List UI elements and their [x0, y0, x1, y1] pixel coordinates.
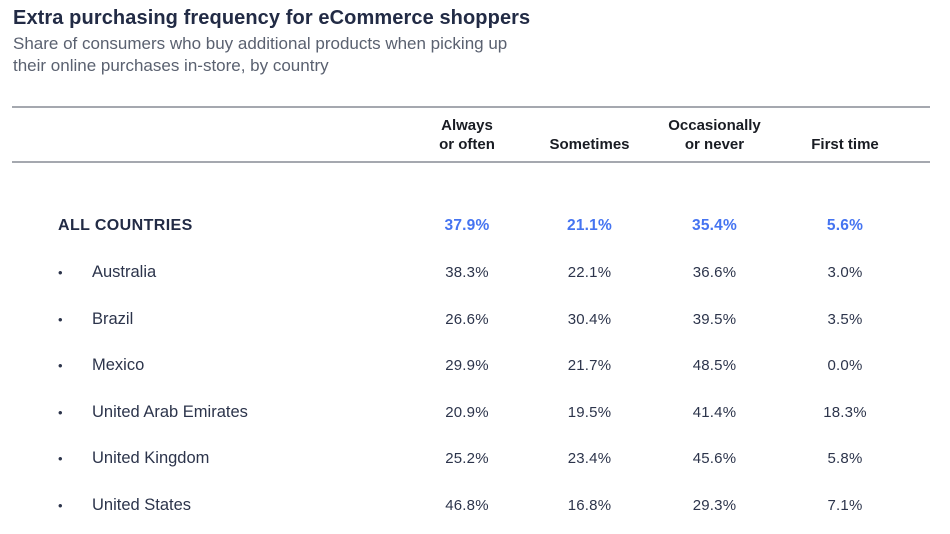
row-label: Brazil [92, 309, 134, 328]
value-occasionally-or-never: 41.4% [692, 403, 737, 421]
value-sometimes: 21.1% [567, 217, 612, 235]
value-sometimes: 16.8% [567, 496, 612, 514]
bullet-icon: • [58, 497, 63, 513]
table-row-united-states: • United States 46.8% 16.8% 29.3% 7.1% [12, 482, 930, 529]
row-label: Mexico [92, 356, 145, 375]
page-title: Extra purchasing frequency for eCommerce… [13, 7, 531, 29]
value-always-or-often: 29.9% [445, 357, 489, 375]
table-row-mexico: • Mexico 29.9% 21.7% 48.5% 0.0% [12, 343, 930, 390]
table-header-row: Always or often Sometimes Occasionally o… [12, 108, 930, 161]
bullet-icon: • [58, 265, 63, 281]
value-always-or-often: 38.3% [445, 264, 489, 282]
bullet-icon: • [58, 358, 63, 374]
value-first-time: 5.6% [826, 217, 864, 235]
value-occasionally-or-never: 45.6% [692, 450, 737, 468]
heading: Extra purchasing frequency for eCommerce… [0, 0, 950, 77]
row-label: United States [92, 495, 192, 514]
value-sometimes: 21.7% [567, 357, 612, 375]
table-row-united-kingdom: • United Kingdom 25.2% 23.4% 45.6% 5.8% [12, 436, 930, 483]
value-occasionally-or-never: 36.6% [692, 264, 737, 282]
value-occasionally-or-never: 35.4% [692, 217, 737, 235]
value-always-or-often: 26.6% [445, 310, 489, 328]
value-always-or-often: 20.9% [445, 403, 489, 421]
value-always-or-often: 37.9% [444, 217, 490, 235]
value-sometimes: 22.1% [567, 264, 612, 282]
value-first-time: 7.1% [827, 496, 863, 514]
row-label: Australia [92, 263, 157, 282]
row-label: United Arab Emirates [92, 402, 248, 421]
table-row-all-countries: ALL COUNTRIES 37.9% 21.1% 35.4% 5.6% [12, 203, 930, 250]
value-occasionally-or-never: 29.3% [692, 496, 737, 514]
value-first-time: 3.0% [827, 264, 863, 282]
value-first-time: 3.5% [827, 310, 863, 328]
value-occasionally-or-never: 48.5% [692, 357, 737, 375]
page-subtitle: Share of consumers who buy additional pr… [13, 33, 950, 77]
value-always-or-often: 25.2% [445, 450, 489, 468]
bullet-icon: • [58, 404, 63, 420]
bullet-icon: • [58, 311, 63, 327]
value-first-time: 0.0% [827, 357, 863, 375]
column-header-first-time: First time [811, 136, 879, 153]
page-subtitle-line2: their online purchases in-store, by coun… [13, 56, 329, 75]
column-header-always-or-often: Always or often [439, 117, 495, 153]
table-row-australia: • Australia 38.3% 22.1% 36.6% 3.0% [12, 250, 930, 297]
value-sometimes: 30.4% [567, 310, 612, 328]
table-row-brazil: • Brazil 26.6% 30.4% 39.5% 3.5% [12, 296, 930, 343]
value-first-time: 5.8% [827, 450, 863, 468]
table-header-divider [12, 161, 930, 163]
table-row-united-arab-emirates: • United Arab Emirates 20.9% 19.5% 41.4%… [12, 389, 930, 436]
row-label: United Kingdom [92, 449, 210, 468]
column-header-occasionally-or-never: Occasionally or never [668, 117, 761, 153]
table-top-divider [12, 106, 930, 108]
frequency-table: Always or often Sometimes Occasionally o… [12, 106, 930, 529]
bullet-icon: • [58, 451, 63, 467]
value-always-or-often: 46.8% [445, 496, 489, 514]
column-header-sometimes: Sometimes [549, 136, 630, 153]
value-first-time: 18.3% [823, 403, 867, 421]
value-sometimes: 19.5% [567, 403, 612, 421]
page-subtitle-line1: Share of consumers who buy additional pr… [13, 34, 508, 53]
value-occasionally-or-never: 39.5% [692, 310, 737, 328]
value-sometimes: 23.4% [567, 450, 612, 468]
table-body: ALL COUNTRIES 37.9% 21.1% 35.4% 5.6% • A… [12, 163, 930, 529]
row-label: ALL COUNTRIES [58, 217, 193, 235]
